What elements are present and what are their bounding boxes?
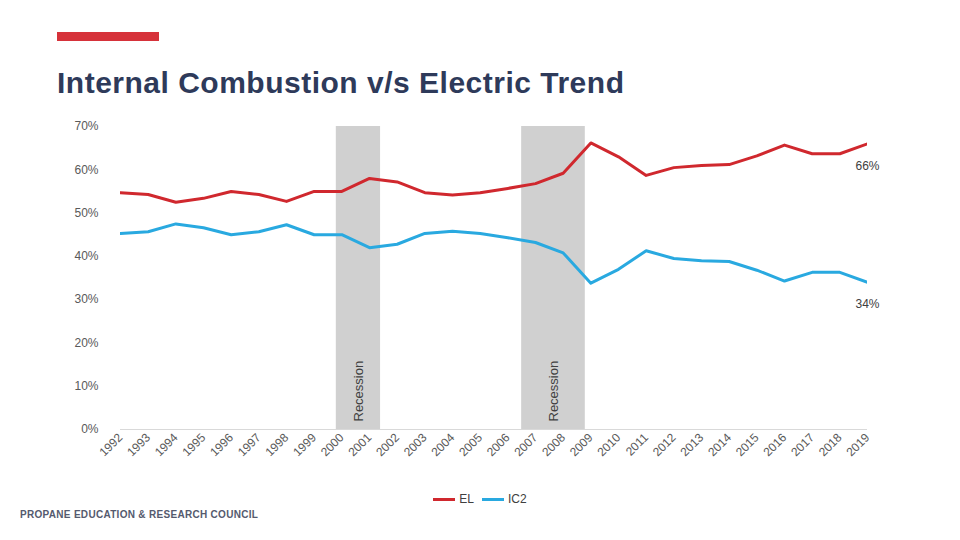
svg-text:2015: 2015 [733,430,762,459]
html-text:PROPANE EDUCATION & RESEARCH C: PROPANE EDUCATION & RESEARCH COUNCIL [20,509,259,520]
svg-text:0%: 0% [81,422,99,436]
svg-text:2000: 2000 [318,430,347,459]
svg-text:2011: 2011 [623,430,651,458]
svg-text:70%: 70% [74,119,98,133]
svg-text:1996: 1996 [207,430,236,459]
html-text:Internal Combustion v/s Electr: Internal Combustion v/s Electric Trend [57,66,625,99]
svg-text:2001: 2001 [346,430,375,459]
svg-text:20%: 20% [74,336,98,350]
svg-text:2013: 2013 [678,430,707,459]
svg-text:50%: 50% [74,206,98,220]
svg-text:2018: 2018 [816,430,845,459]
svg-text:2010: 2010 [595,430,624,459]
svg-text:2019: 2019 [844,430,873,459]
svg-text:2006: 2006 [484,430,513,459]
svg-text:2009: 2009 [567,430,596,459]
svg-text:1998: 1998 [263,430,292,459]
svg-text:1999: 1999 [290,430,319,459]
svg-text:34%: 34% [855,297,879,311]
svg-text:2002: 2002 [373,430,402,459]
svg-text:2014: 2014 [705,430,734,459]
svg-text:40%: 40% [74,249,98,263]
svg-text:2016: 2016 [761,430,790,459]
svg-text:Recession: Recession [351,361,366,422]
svg-text:30%: 30% [74,292,98,306]
svg-text:1992: 1992 [97,430,126,459]
svg-text:2004: 2004 [429,430,458,459]
svg-text:2017: 2017 [788,430,817,459]
svg-text:66%: 66% [855,159,879,173]
svg-text:2003: 2003 [401,430,430,459]
svg-text:60%: 60% [74,163,98,177]
html-text:IC2: IC2 [508,492,527,506]
svg-text:1993: 1993 [124,430,153,459]
html-text:EL: EL [459,492,474,506]
svg-text:2007: 2007 [512,430,541,459]
svg-text:1995: 1995 [180,430,209,459]
svg-text:1994: 1994 [152,430,181,459]
svg-text:1997: 1997 [235,430,264,459]
svg-text:Recession: Recession [546,361,561,422]
svg-text:2012: 2012 [650,430,679,459]
svg-text:2008: 2008 [539,430,568,459]
svg-text:10%: 10% [74,379,98,393]
svg-text:2005: 2005 [456,430,485,459]
